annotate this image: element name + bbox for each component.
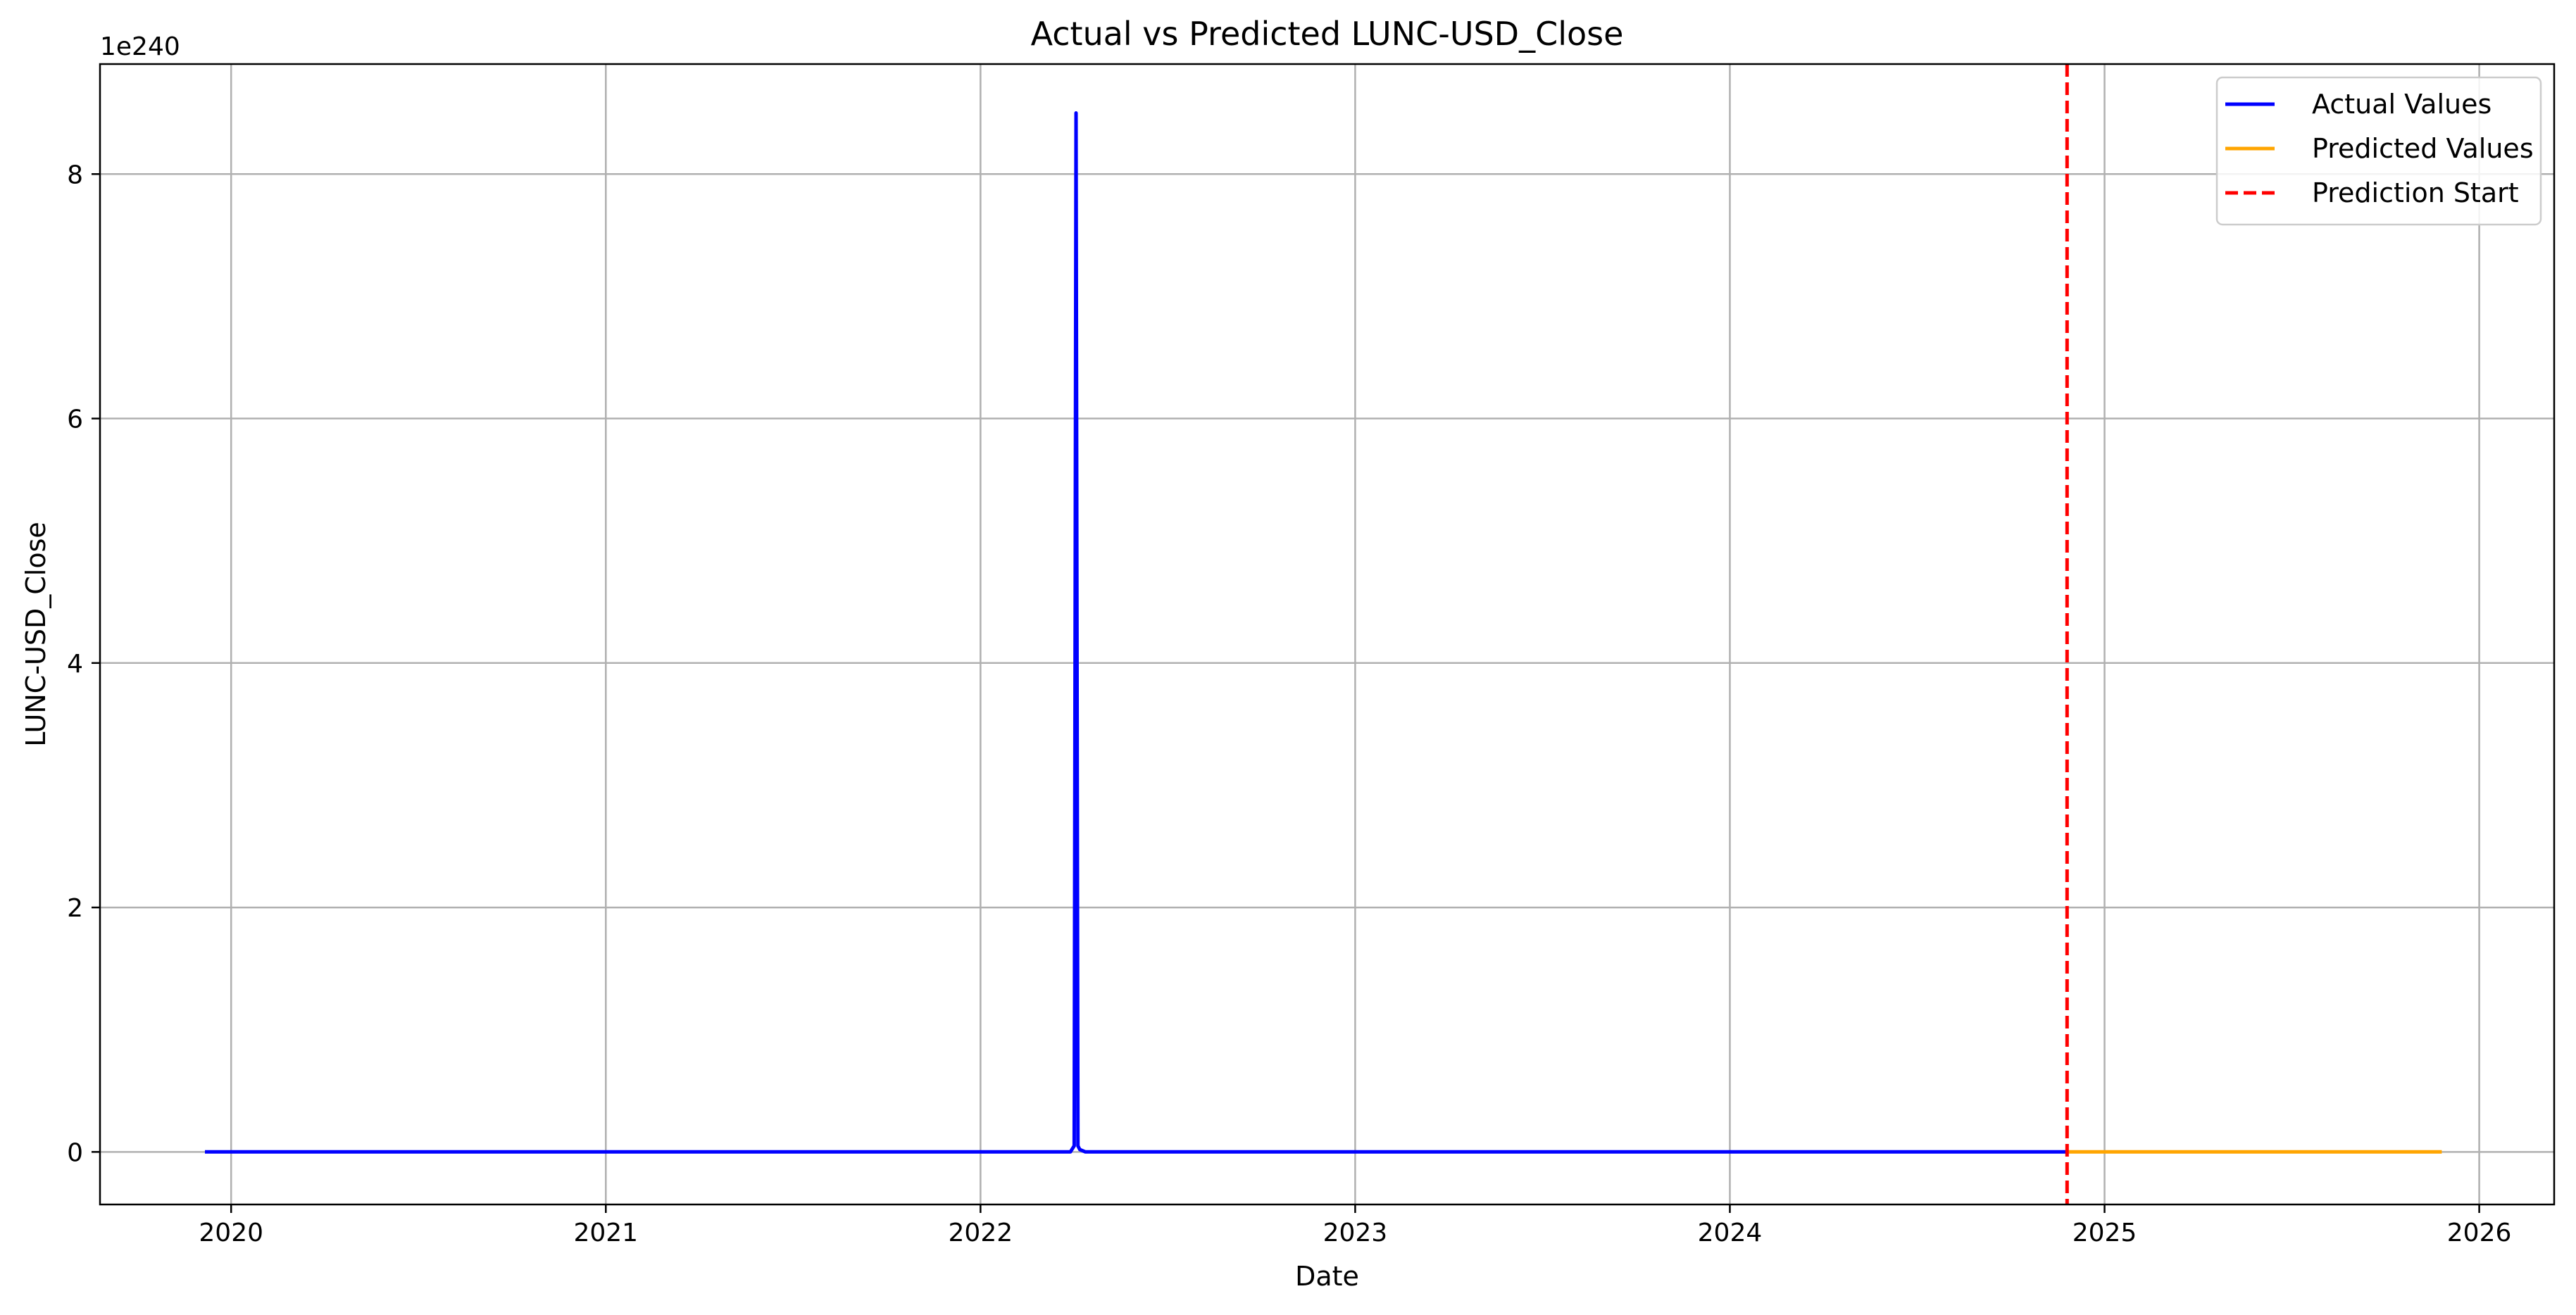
legend-label-actual: Actual Values — [2312, 89, 2491, 120]
legend: Actual Values Predicted Values Prediction … — [2215, 76, 2542, 226]
series-line-actual — [205, 111, 2068, 1154]
legend-label-prediction-start: Prediction Start — [2312, 177, 2519, 208]
x-tick-label: 2021 — [573, 1219, 638, 1247]
y-tick-label: 0 — [67, 1138, 83, 1167]
series-layer — [205, 64, 2442, 1204]
x-tick-label: 2026 — [2447, 1219, 2512, 1247]
legend-box — [2215, 76, 2542, 226]
x-tick-label: 2020 — [199, 1219, 263, 1247]
x-tick-label: 2023 — [1323, 1219, 1388, 1247]
chart-title: Actual vs Predicted LUNC-USD_Close — [1031, 15, 1624, 53]
legend-label-predicted: Predicted Values — [2312, 133, 2534, 164]
y-axis-scale-label: 1e240 — [100, 32, 180, 61]
x-axis-label: Date — [1295, 1261, 1359, 1292]
x-tick-label: 2022 — [949, 1219, 1013, 1247]
x-tick-label: 2025 — [2072, 1219, 2137, 1247]
grid-lines — [100, 64, 2554, 1204]
plot-frame — [99, 63, 2556, 1206]
y-tick-label: 2 — [67, 894, 83, 923]
y-tick-label: 8 — [67, 161, 83, 189]
axis-ticks: 2020 2021 2022 2023 2024 2025 2026 0 2 4 6 8 — [67, 161, 2511, 1247]
x-tick-label: 2024 — [1698, 1219, 1763, 1247]
y-tick-label: 6 — [67, 405, 83, 434]
y-axis-label: LUNC-USD_Close — [20, 522, 51, 746]
y-tick-label: 4 — [67, 650, 83, 679]
